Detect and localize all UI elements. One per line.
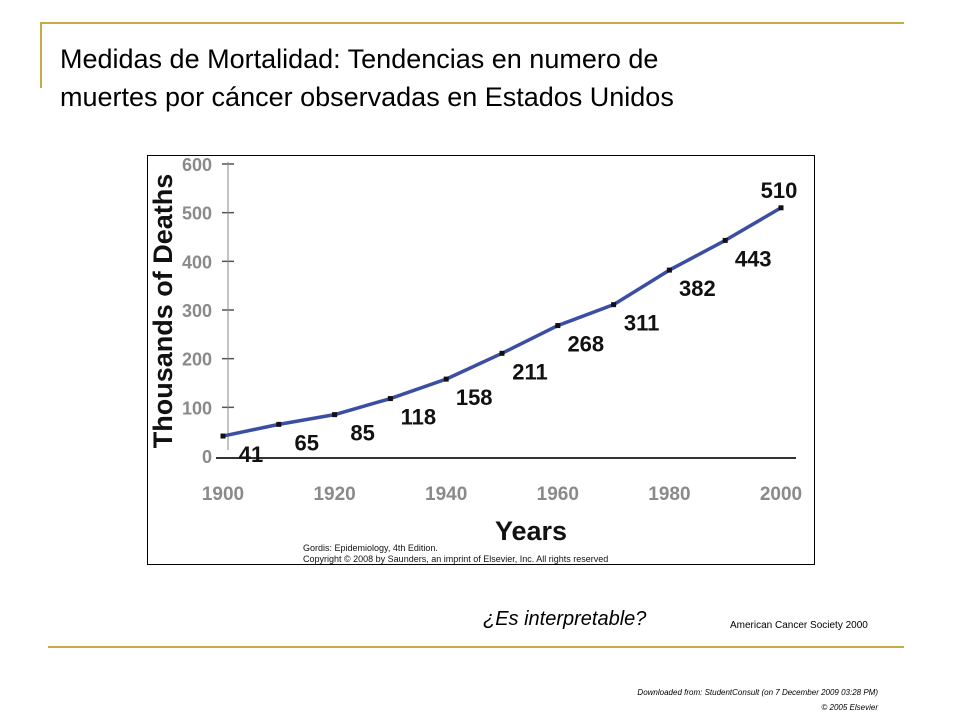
- data-label: 382: [679, 276, 716, 301]
- y-tick-label: 300: [182, 301, 212, 321]
- copyright-note: © 2005 Elsevier: [821, 703, 878, 712]
- question-text: ¿Es interpretable?: [483, 608, 647, 630]
- x-tick-label: 1980: [648, 484, 690, 505]
- data-point: [611, 302, 617, 308]
- source-citation: American Cancer Society 2000: [730, 620, 868, 631]
- y-axis-ticks: 0 100 200 300 400 500 600: [182, 156, 234, 467]
- y-axis-title: Thousands of Deaths: [148, 174, 178, 449]
- credit-line-2: Copyright © 2008 by Saunders, an imprint…: [303, 554, 608, 564]
- data-label: 268: [567, 332, 604, 357]
- data-point: [722, 237, 728, 243]
- slide-title: Medidas de Mortalidad: Tendencias en num…: [60, 40, 900, 116]
- x-tick-label: 1920: [313, 484, 355, 505]
- y-tick-label: 400: [182, 252, 212, 272]
- series-line: [222, 206, 782, 438]
- bottom-rule: [48, 646, 904, 648]
- data-label: 85: [350, 421, 374, 446]
- data-point: [387, 396, 393, 402]
- data-label: 158: [456, 385, 493, 410]
- x-axis-title: Years: [495, 516, 567, 546]
- data-point: [332, 412, 338, 418]
- x-tick-label: 2000: [760, 484, 802, 505]
- data-label: 311: [624, 311, 660, 336]
- y-tick-label: 0: [202, 447, 212, 467]
- x-tick-label: 1900: [202, 484, 244, 505]
- title-line-2: muertes por cáncer observadas en Estados…: [60, 82, 674, 112]
- cancer-deaths-chart: 0 100 200 300 400 500 600 1900 1920 1940 1960 1980…: [148, 156, 802, 564]
- data-label: 211: [512, 359, 548, 384]
- data-point: [276, 421, 282, 427]
- data-point: [778, 205, 784, 211]
- y-tick-label: 100: [182, 398, 212, 418]
- x-tick-label: 1940: [425, 484, 467, 505]
- y-tick-label: 500: [182, 204, 212, 224]
- data-point: [220, 433, 226, 439]
- x-axis-ticks: 1900 1920 1940 1960 1980 2000: [202, 484, 802, 505]
- credit-line-1: Gordis: Epidemiology, 4th Edition.: [303, 543, 438, 553]
- left-rule: [40, 22, 42, 88]
- top-rule: [40, 22, 904, 24]
- data-label: 65: [295, 430, 319, 455]
- title-line-1: Medidas de Mortalidad: Tendencias en num…: [60, 44, 659, 74]
- data-points: [220, 205, 784, 439]
- download-note: Downloaded from: StudentConsult (on 7 De…: [637, 688, 878, 697]
- data-label: 118: [401, 405, 437, 430]
- data-label: 510: [761, 178, 798, 203]
- data-label: 443: [735, 246, 772, 271]
- data-point: [443, 376, 449, 382]
- y-tick-label: 200: [182, 350, 212, 370]
- data-point: [555, 323, 561, 329]
- data-label: 41: [239, 442, 263, 467]
- y-tick-label: 600: [182, 156, 212, 175]
- x-tick-label: 1960: [537, 484, 579, 505]
- data-point: [499, 350, 505, 356]
- chart-frame: 0 100 200 300 400 500 600 1900 1920 1940 1960 1980…: [147, 155, 815, 565]
- data-point: [666, 267, 672, 273]
- data-labels: 41 65 85 118 158 211 268 311 382 443 510: [239, 178, 798, 467]
